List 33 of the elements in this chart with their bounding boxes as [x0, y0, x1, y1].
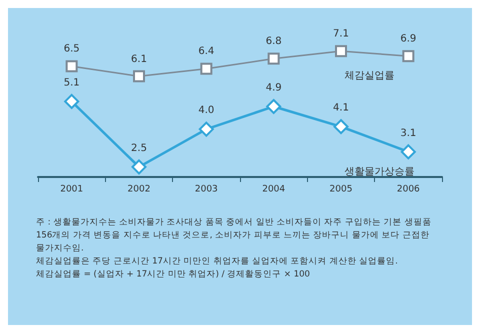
point — [335, 45, 347, 58]
point — [66, 60, 78, 72]
point — [334, 119, 348, 134]
data-label: 6.1 — [131, 54, 147, 65]
point — [200, 62, 212, 75]
point — [132, 159, 146, 174]
x-tick-label: 2004 — [262, 184, 286, 194]
series-label: 체감실업률 — [344, 70, 394, 82]
x-tick-label: 2002 — [128, 184, 150, 194]
x-tick-label: 2001 — [60, 184, 84, 194]
text: 주 : 생활물가지수는 소비자물가 조사대상 품목 중에서 일반 소비자들이 자주 구입하는 기본 생필품 156개의 가격 변동을 지수로 나타낸 것으로, 소비자가 피부로 느끼는 장바구니 물가에 보다 근접한 물가지수임. 체감실업률은 주당 근로시간 17시간 미만인 취업자를 실업자에 포함시켜 계산한 실업률임. 체감실업률 = (실업자 + 17시간 미만 취업자) / 경제활동인구 × 100 — [36, 218, 434, 280]
data-label: 6.5 — [64, 44, 80, 55]
data-label: 6.8 — [266, 36, 282, 48]
point — [266, 99, 282, 114]
data-label: 7.1 — [333, 28, 349, 40]
point — [400, 144, 416, 160]
data-label: 2.5 — [131, 142, 147, 154]
data-label: 4.0 — [198, 105, 214, 116]
data-label: 4.9 — [266, 82, 282, 94]
data-label: 6.9 — [400, 34, 416, 45]
data-label: 5.1 — [64, 77, 80, 88]
point — [133, 70, 145, 82]
data-label: 4.1 — [333, 102, 349, 114]
point — [268, 52, 280, 65]
point — [64, 94, 80, 109]
x-tick-label: 2006 — [396, 184, 420, 194]
data-label: 6.4 — [198, 46, 214, 58]
x-tick-label: 2005 — [330, 184, 352, 194]
point — [198, 122, 214, 137]
x-tick-label: 2003 — [194, 184, 218, 194]
point — [402, 50, 414, 62]
data-label: 3.1 — [400, 128, 416, 139]
series-label: 생활물가상승률 — [344, 166, 414, 178]
